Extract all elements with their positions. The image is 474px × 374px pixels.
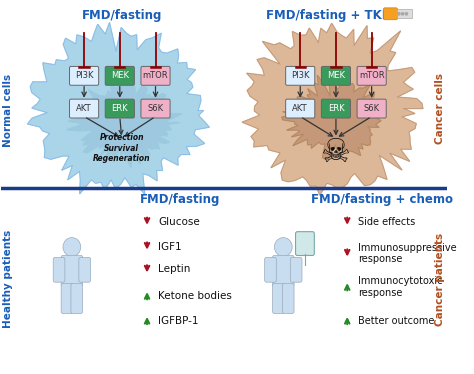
Text: AKT: AKT — [76, 104, 92, 113]
FancyBboxPatch shape — [397, 9, 412, 18]
FancyBboxPatch shape — [71, 283, 82, 313]
Polygon shape — [242, 23, 423, 195]
Text: Immunosuppressive
response: Immunosuppressive response — [358, 243, 457, 264]
FancyBboxPatch shape — [286, 67, 315, 85]
Text: Glucose: Glucose — [158, 217, 200, 227]
Text: S6K: S6K — [364, 104, 380, 113]
Text: MEK: MEK — [327, 71, 345, 80]
Text: Immunocytotoxic
response: Immunocytotoxic response — [358, 276, 443, 298]
Text: FMD/fasting: FMD/fasting — [140, 193, 220, 206]
Polygon shape — [27, 22, 210, 194]
Text: mTOR: mTOR — [359, 71, 384, 80]
Text: PI3K: PI3K — [291, 71, 310, 80]
FancyBboxPatch shape — [357, 67, 386, 85]
Text: AKT: AKT — [292, 104, 308, 113]
FancyBboxPatch shape — [290, 257, 302, 282]
FancyBboxPatch shape — [321, 99, 350, 118]
FancyBboxPatch shape — [286, 99, 315, 118]
Text: IGFBP-1: IGFBP-1 — [158, 316, 199, 326]
FancyBboxPatch shape — [53, 257, 65, 282]
FancyBboxPatch shape — [273, 283, 284, 313]
FancyBboxPatch shape — [70, 99, 99, 118]
Text: PI3K: PI3K — [75, 71, 93, 80]
Text: Cancer patients: Cancer patients — [435, 233, 445, 326]
Text: ☠: ☠ — [321, 136, 351, 169]
Circle shape — [63, 237, 81, 257]
Text: FMD/fasting + TKI: FMD/fasting + TKI — [265, 9, 386, 22]
Text: S6K: S6K — [147, 104, 164, 113]
Text: FMD/fasting + chemo: FMD/fasting + chemo — [311, 193, 453, 206]
FancyBboxPatch shape — [61, 283, 73, 313]
FancyBboxPatch shape — [283, 283, 294, 313]
FancyBboxPatch shape — [273, 255, 294, 286]
Text: ERK: ERK — [328, 104, 344, 113]
FancyBboxPatch shape — [141, 67, 170, 85]
Text: FMD/fasting: FMD/fasting — [82, 9, 162, 22]
Circle shape — [274, 237, 292, 257]
Circle shape — [398, 13, 400, 15]
FancyBboxPatch shape — [79, 257, 91, 282]
Polygon shape — [67, 80, 182, 167]
Circle shape — [401, 13, 404, 15]
Polygon shape — [282, 75, 383, 159]
FancyBboxPatch shape — [357, 99, 386, 118]
Circle shape — [405, 13, 408, 15]
Text: mTOR: mTOR — [143, 71, 168, 80]
FancyBboxPatch shape — [264, 257, 276, 282]
Text: IGF1: IGF1 — [158, 242, 182, 252]
FancyBboxPatch shape — [321, 67, 350, 85]
FancyBboxPatch shape — [70, 67, 99, 85]
FancyBboxPatch shape — [61, 255, 82, 286]
Text: Normal cells: Normal cells — [3, 74, 13, 147]
FancyBboxPatch shape — [141, 99, 170, 118]
Text: Better outcome: Better outcome — [358, 316, 435, 326]
FancyBboxPatch shape — [105, 67, 134, 85]
Text: Healthy patients: Healthy patients — [3, 230, 13, 328]
FancyBboxPatch shape — [295, 232, 314, 255]
Text: Ketone bodies: Ketone bodies — [158, 291, 232, 301]
Text: Cancer cells: Cancer cells — [435, 73, 445, 144]
Text: Leptin: Leptin — [158, 264, 191, 275]
Text: ERK: ERK — [111, 104, 128, 113]
Text: MEK: MEK — [111, 71, 129, 80]
Text: Protection
Survival
Regeneration: Protection Survival Regeneration — [93, 134, 150, 163]
FancyBboxPatch shape — [105, 99, 134, 118]
Text: Side effects: Side effects — [358, 217, 416, 227]
FancyBboxPatch shape — [383, 8, 398, 20]
